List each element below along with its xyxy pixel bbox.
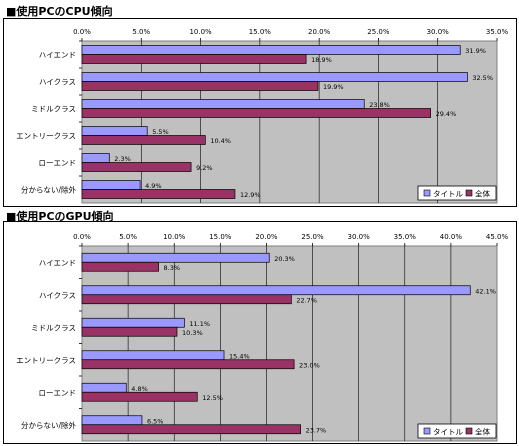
gpu-data-label: 8.3%: [164, 264, 181, 272]
cpu-bar-title: [81, 99, 365, 109]
cpu-category-label: 分からない/除外: [21, 185, 77, 195]
gpu-bar-title: [81, 252, 270, 263]
cpu-data-label: 2.3%: [114, 155, 131, 163]
cpu-bar-overall: [81, 189, 236, 199]
cpu-data-label: 4.9%: [145, 182, 162, 190]
gpu-data-label: 12.5%: [202, 394, 223, 402]
gpu-x-tick-label: 20.0%: [255, 233, 278, 241]
gpu-data-label: 11.1%: [189, 320, 210, 328]
cpu-bar-overall: [81, 108, 431, 118]
gpu-plot-area: [81, 245, 498, 442]
gpu-legend-label: 全体: [475, 427, 490, 437]
gpu-legend-swatch: [465, 427, 473, 435]
cpu-x-tick-label: 5.0%: [132, 28, 150, 36]
cpu-x-tick-label: 35.0%: [486, 28, 509, 36]
cpu-legend-label: タイトル: [433, 190, 463, 199]
gpu-data-label: 10.3%: [182, 329, 203, 337]
gpu-category-label: ミドルクラス: [31, 323, 76, 332]
gpu-bar-title: [81, 415, 143, 426]
gpu-x-tick-label: 30.0%: [348, 233, 371, 241]
gpu-x-tick-label: 45.0%: [486, 233, 509, 241]
chart-title-cpu: ■使用PCのCPU傾向: [6, 5, 113, 18]
gpu-data-label: 23.7%: [306, 426, 327, 434]
cpu-category-label: エントリークラス: [16, 132, 76, 141]
gpu-category-label: 分からない/除外: [21, 420, 77, 430]
cpu-category-label: ハイエンド: [39, 51, 76, 60]
cpu-bar-overall: [81, 54, 307, 64]
cpu-x-tick-label: 15.0%: [249, 28, 272, 36]
gpu-x-tick-label: 35.0%: [394, 233, 417, 241]
gpu-data-label: 23.0%: [299, 361, 320, 369]
cpu-bar-overall: [81, 162, 192, 172]
cpu-bar-title: [81, 126, 148, 136]
gpu-category-label: エントリークラス: [16, 356, 76, 365]
gpu-data-label: 22.7%: [296, 296, 317, 304]
gpu-bar-title: [81, 317, 185, 328]
gpu-bar-overall: [81, 424, 301, 435]
gpu-category-label: ハイクラス: [39, 291, 76, 300]
cpu-chart: 0.0% 5.0% 10.0% 15.0% 20.0% 25.0% 30.0% 35.0% ハイ…: [3, 18, 517, 207]
gpu-x-tick-label: 40.0%: [440, 233, 463, 241]
gpu-bar-title: [81, 382, 127, 393]
cpu-legend-label: 全体: [475, 189, 490, 199]
cpu-legend-swatch: [423, 189, 431, 197]
cpu-legend-box: [417, 185, 497, 201]
gpu-x-tick-label: 0.0%: [73, 233, 91, 241]
cpu-bar-overall: [81, 135, 206, 145]
gpu-data-label: 20.3%: [274, 255, 295, 263]
cpu-plot-area: [81, 40, 498, 204]
cpu-x-tick-label: 20.0%: [308, 28, 331, 36]
gpu-legend-label: タイトル: [433, 428, 463, 437]
cpu-data-label: 32.5%: [472, 74, 493, 82]
gpu-bar-overall: [81, 294, 292, 305]
gpu-x-tick-label: 15.0%: [209, 233, 232, 241]
cpu-data-label: 29.4%: [436, 110, 457, 118]
gpu-bar-title: [81, 285, 471, 296]
gpu-x-tick-label: 5.0%: [119, 233, 137, 241]
gpu-chart: 0.0% 5.0% 10.0% 15.0% 20.0% 25.0% 30.0% 35.0% 40…: [3, 221, 517, 444]
cpu-data-label: 31.9%: [465, 47, 486, 55]
cpu-category-label: ローエンド: [39, 159, 77, 168]
cpu-data-label: 18.9%: [311, 56, 332, 64]
cpu-x-tick-label: 0.0%: [73, 28, 91, 36]
cpu-legend-swatch: [465, 189, 473, 197]
cpu-bar-title: [81, 153, 110, 163]
cpu-data-label: 10.4%: [210, 137, 231, 145]
cpu-bar-title: [81, 45, 461, 55]
gpu-legend-box: [417, 423, 497, 439]
cpu-bar-title: [81, 72, 468, 82]
cpu-category-label: ハイクラス: [39, 78, 76, 87]
cpu-data-label: 19.9%: [323, 83, 344, 91]
chart-title-gpu: ■使用PCのGPU傾向: [6, 210, 114, 223]
gpu-legend-swatch: [423, 427, 431, 435]
cpu-data-label: 23.8%: [369, 101, 390, 109]
gpu-bar-overall: [81, 261, 159, 272]
gpu-data-label: 15.4%: [229, 352, 250, 360]
gpu-x-tick-label: 10.0%: [163, 233, 186, 241]
cpu-data-label: 9.2%: [196, 164, 213, 172]
gpu-bar-overall: [81, 391, 198, 402]
cpu-bar-title: [81, 180, 141, 190]
gpu-x-tick-label: 25.0%: [301, 233, 324, 241]
gpu-bar-overall: [81, 359, 295, 370]
gpu-data-label: 42.1%: [475, 287, 496, 295]
cpu-x-tick-label: 10.0%: [189, 28, 212, 36]
cpu-data-label: 12.9%: [240, 191, 261, 199]
gpu-bar-overall: [81, 326, 178, 337]
cpu-x-tick-label: 30.0%: [427, 28, 450, 36]
gpu-data-label: 4.8%: [131, 385, 148, 393]
cpu-data-label: 5.5%: [152, 128, 169, 136]
gpu-bar-title: [81, 350, 225, 361]
cpu-x-tick-label: 25.0%: [367, 28, 390, 36]
gpu-category-label: ローエンド: [39, 388, 77, 397]
gpu-data-label: 6.5%: [147, 417, 164, 425]
cpu-category-label: ミドルクラス: [31, 105, 76, 114]
cpu-bar-overall: [81, 81, 319, 91]
gpu-category-label: ハイエンド: [39, 258, 76, 267]
